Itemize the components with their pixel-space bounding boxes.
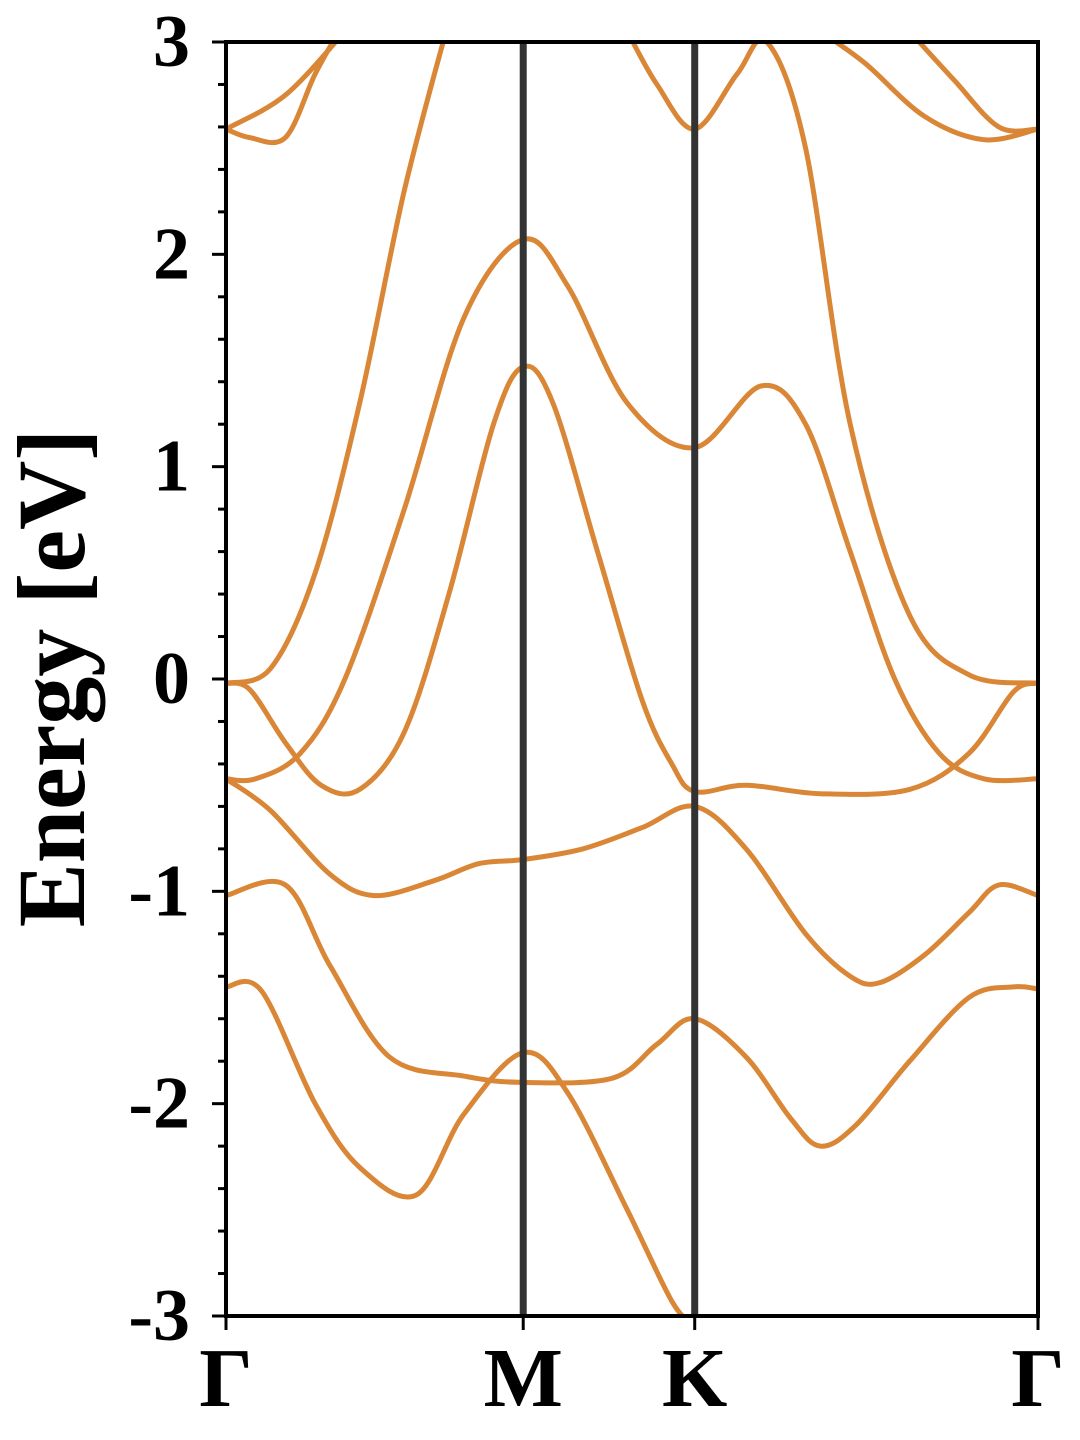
x-tick-label-K: K: [662, 1332, 727, 1425]
y-ticks-layer: -3 -2 -1 0 1 2 3: [128, 1, 226, 1357]
band-line-3: [226, 776, 1038, 987]
bands-layer: [226, 42, 1038, 1316]
y-tick-label: 0: [153, 638, 190, 720]
y-axis-label: Energy [eV]: [0, 429, 105, 928]
band-line-9: [226, 42, 339, 132]
x-tick-label-Γ: Γ: [199, 1332, 252, 1425]
band-line-10: [915, 42, 1038, 134]
band-line-2: [226, 878, 1038, 1149]
y-tick-label: -3: [128, 1275, 190, 1357]
band-line-6: [226, 42, 446, 686]
plot-frame: [224, 40, 1040, 1318]
x-tick-label-M: M: [484, 1332, 563, 1425]
y-tick-label: 2: [153, 213, 190, 295]
x-tick-label-Γ: Γ: [1011, 1332, 1064, 1425]
y-tick-label: -2: [128, 1063, 190, 1145]
band-line-11: [831, 42, 1038, 143]
kpoint-lines-layer: [519, 42, 699, 1316]
band-line-8: [226, 42, 336, 146]
y-tick-label: -1: [128, 850, 190, 932]
band-line-1: [226, 978, 686, 1316]
band-line-4: [226, 363, 1038, 797]
y-tick-label: 3: [153, 1, 190, 83]
band-line-7: [630, 42, 1038, 686]
band-line-5: [226, 236, 1038, 784]
y-tick-label: 1: [153, 426, 190, 508]
